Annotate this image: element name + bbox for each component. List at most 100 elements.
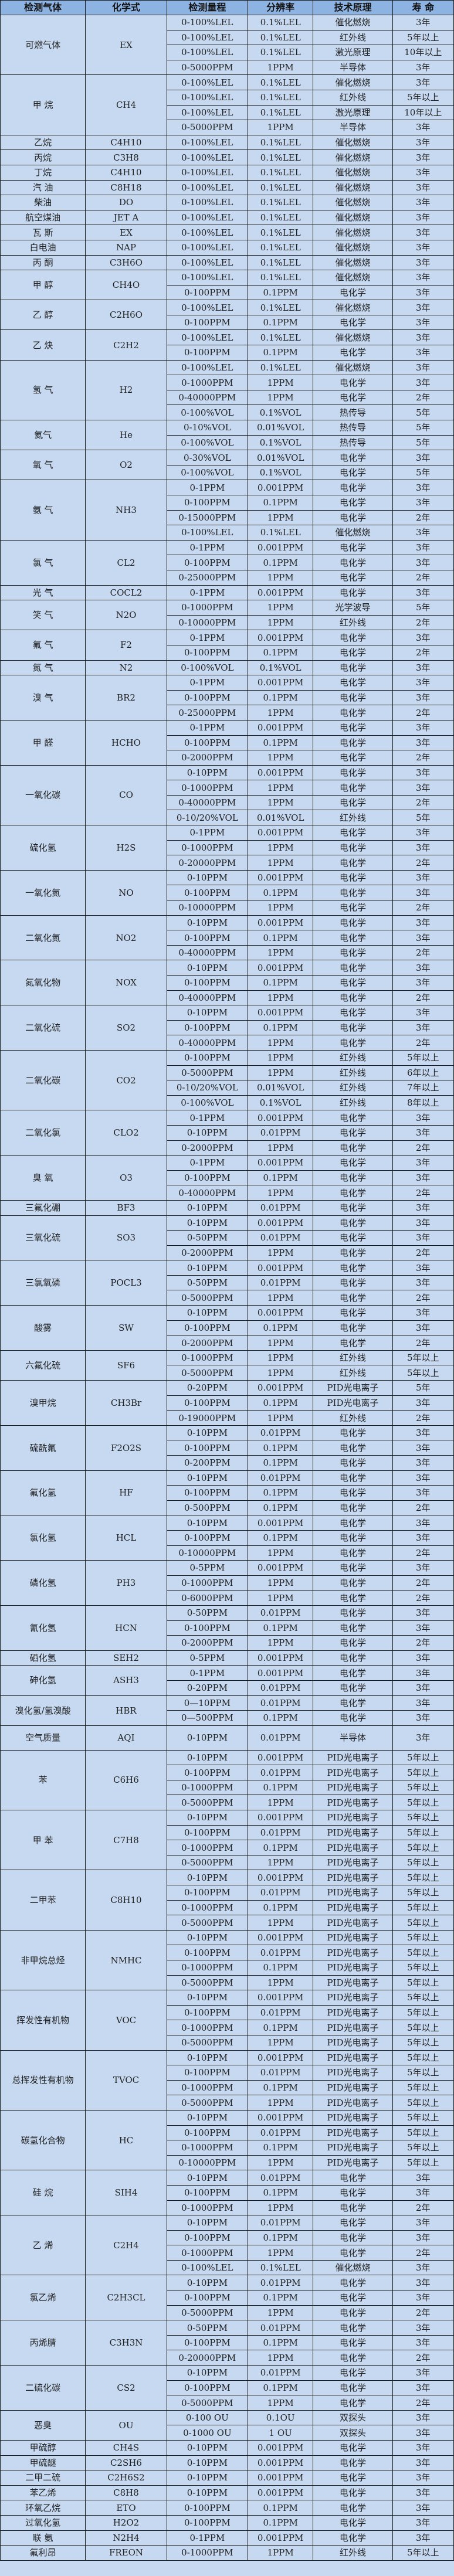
lifespan-cell: 3年 <box>392 15 454 30</box>
range-cell: 0-40000PPM <box>166 1035 249 1051</box>
resolution-cell: 0.1PPM <box>248 345 314 361</box>
gas-name-cell: 二氧化碳 <box>0 1049 86 1111</box>
lifespan-cell: 2年 <box>392 1590 454 1606</box>
table-row: 0-100PPM 0.1PPM 电化学 3年 <box>1 885 454 901</box>
lifespan-cell: 7年以上 <box>392 1080 454 1096</box>
principle-cell: 电化学 <box>313 944 393 961</box>
range-cell: 0-100PPM <box>166 2380 249 2396</box>
principle-cell: 电化学 <box>313 1124 393 1141</box>
table-row: 0-100PPM 0.1PPM 电化学 3年 <box>1 2290 454 2306</box>
principle-cell: 电化学 <box>313 2395 393 2411</box>
lifespan-cell: 3年 <box>392 2334 454 2351</box>
table-row: 0-100%LEL 0.1%LEL 红外线 5年以上 <box>1 89 454 106</box>
range-cell: 0-1000PPM <box>166 375 249 390</box>
lifespan-cell: 3年 <box>392 915 454 931</box>
resolution-cell: 0.1PPM <box>248 555 314 570</box>
range-cell: 0-100%VOL <box>166 434 249 451</box>
gas-name-cell: 甲 醇 <box>0 270 86 301</box>
principle-cell: 电化学 <box>313 1650 393 1666</box>
resolution-cell: 1PPM <box>248 840 314 856</box>
lifespan-cell: 2年 <box>392 1290 454 1306</box>
lifespan-cell: 3年 <box>392 1710 454 1726</box>
table-row: 甲 醛 HCHO 0-1PPM 0.001PPM 电化学 3年 <box>0 719 454 766</box>
lifespan-cell: 3年 <box>392 764 454 781</box>
principle-cell: 电化学 <box>313 2320 393 2336</box>
table-row: 0-100PPM 0.1PPM 电化学 3年 <box>1 1320 454 1336</box>
table-row: 柴油 DO 0-100%LEL 0.1%LEL 催化燃烧 3年 <box>0 195 454 210</box>
lifespan-cell: 5年以上 <box>392 89 454 106</box>
resolution-cell: 1PPM <box>248 2350 314 2366</box>
gas-name-cell: 柴油 <box>0 195 86 210</box>
formula-cell: H2S <box>85 825 167 871</box>
lifespan-cell: 3年 <box>392 254 454 271</box>
formula-cell: C2H6O <box>85 300 167 331</box>
resolution-cell: 1PPM <box>248 1590 314 1606</box>
principle-cell: PID光电离子 <box>313 2020 393 2035</box>
range-cell: 0-10PPM <box>166 2440 249 2456</box>
table-row: 笑 气 N2O 0-1000PPM 1PPM 光学波导 5年 <box>0 600 454 631</box>
formula-cell: HCHO <box>85 719 167 766</box>
lifespan-cell: 5年以上 <box>392 2020 454 2035</box>
resolution-cell: 1PPM <box>248 2245 314 2261</box>
range-cell: 0-40000PPM <box>166 794 249 811</box>
resolution-cell: 0.001PPM <box>248 2109 314 2126</box>
formula-cell: HF <box>85 1470 167 1516</box>
range-cell: 0-100PPM <box>166 1620 249 1636</box>
resolution-cell: 0.1%LEL <box>248 270 314 286</box>
principle-cell: 红外线 <box>313 810 393 826</box>
resolution-cell: 0.001PPM <box>248 869 314 886</box>
table-row: 臭 氧 O3 0-1PPM 0.001PPM 电化学 3年 <box>0 1155 454 1201</box>
principle-cell: 电化学 <box>313 2440 393 2456</box>
lifespan-cell: 3年 <box>392 1215 454 1231</box>
table-row: 0-100PPM 0.1PPM 电化学 3年 <box>1 975 454 991</box>
resolution-cell: 0.001PPM <box>248 480 314 495</box>
formula-cell: NO2 <box>85 915 167 961</box>
table-row: 0-10000PPM 1PPM 红外线 2年 <box>1 614 454 631</box>
table-row: 苯乙烯 C8H8 0-10PPM 0.001PPM 电化学 3年 <box>0 2485 454 2501</box>
lifespan-cell: 3年 <box>392 1305 454 1321</box>
gas-name-cell: 苯 <box>0 1749 86 1811</box>
range-cell: 0-100PPM <box>166 1170 249 1186</box>
resolution-cell: 0.001PPM <box>248 584 314 601</box>
lifespan-cell: 2年 <box>392 900 454 916</box>
table-row: 甲 烷 CH4 0-100%LEL 0.1%LEL 催化燃烧 3年 <box>0 74 454 135</box>
table-row: 氟化氢 HF 0-10PPM 0.01PPM 电化学 3年 <box>0 1470 454 1516</box>
gas-name-cell: 溴甲烷 <box>0 1380 86 1426</box>
formula-cell: F2 <box>85 630 167 661</box>
range-cell: 0-5000PPM <box>166 1975 249 1991</box>
lifespan-cell: 5年以上 <box>392 1049 454 1066</box>
table-row: 磷化氢 PH3 0-5PPM 0.001PPM 电化学 3年 <box>0 1560 454 1606</box>
range-cell: 0-100PPM <box>166 1530 249 1546</box>
table-row: 瓦 斯 EX 0-100%LEL 0.1%LEL 催化燃烧 3年 <box>0 225 454 240</box>
lifespan-cell: 3年 <box>392 539 454 556</box>
lifespan-cell: 3年 <box>392 345 454 361</box>
range-cell: 0-100%LEL <box>166 209 249 226</box>
resolution-cell: 0.1%LEL <box>248 149 314 165</box>
table-row: 0-100PPM 0.01PPM PID光电离子 5年以上 <box>1 1885 454 1901</box>
resolution-cell: 1PPM <box>248 1854 314 1871</box>
lifespan-cell: 5年以上 <box>392 1779 454 1796</box>
principle-cell: 电化学 <box>313 1215 393 1231</box>
table-row: 0-1000PPM 0.1PPM PID光电离子 5年以上 <box>1 2020 454 2035</box>
table-row: 0-100PPM 0.1PPM 电化学 2年 <box>1 644 454 661</box>
principle-cell: 电化学 <box>313 1230 393 1246</box>
range-cell: 0-10PPM <box>166 1515 249 1531</box>
table-row: 0-5000PPM 1PPM 电化学 2年 <box>1 1290 454 1306</box>
lifespan-cell: 3年 <box>392 2290 454 2306</box>
table-row: 氯化氢 HCL 0-10PPM 0.001PPM 电化学 3年 <box>0 1515 454 1561</box>
lifespan-cell: 5年以上 <box>392 29 454 46</box>
principle-cell: PID光电离子 <box>313 1945 393 1960</box>
gas-name-cell: 二氧化硫 <box>0 1005 86 1051</box>
principle-cell: 电化学 <box>313 1170 393 1186</box>
resolution-cell: 0.01%VOL <box>248 1080 314 1096</box>
principle-cell: 半导体 <box>313 1725 393 1751</box>
gas-name-cell: 硒化氢 <box>0 1650 86 1666</box>
range-cell: 0-1000PPM <box>166 1779 249 1796</box>
resolution-cell: 0.1%LEL <box>248 2259 314 2276</box>
table-row: 0-100PPM 0.1PPM 电化学 3年 <box>1 555 454 570</box>
principle-cell: 电化学 <box>313 1530 393 1546</box>
range-cell: 0-100PPM <box>166 2334 249 2351</box>
resolution-cell: 0.01PPM <box>248 2365 314 2381</box>
resolution-cell: 1PPM <box>248 569 314 586</box>
resolution-cell: 0.1PPM <box>248 1620 314 1636</box>
